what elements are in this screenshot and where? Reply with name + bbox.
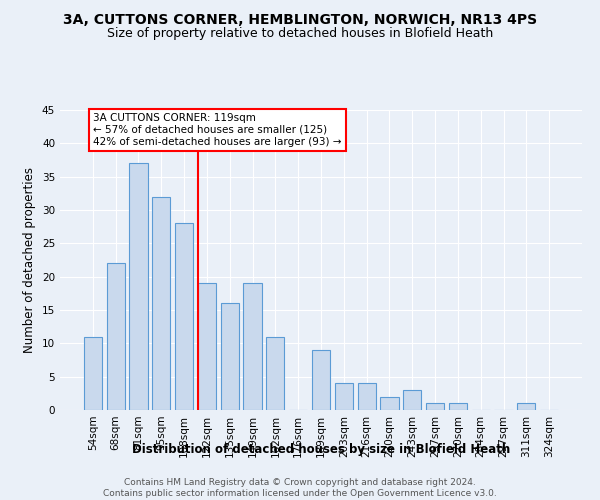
Bar bbox=[175, 224, 193, 410]
Bar bbox=[335, 384, 353, 410]
Text: 3A CUTTONS CORNER: 119sqm
← 57% of detached houses are smaller (125)
42% of semi: 3A CUTTONS CORNER: 119sqm ← 57% of detac… bbox=[93, 114, 341, 146]
Bar bbox=[426, 404, 444, 410]
Bar bbox=[130, 164, 148, 410]
Text: Contains HM Land Registry data © Crown copyright and database right 2024.
Contai: Contains HM Land Registry data © Crown c… bbox=[103, 478, 497, 498]
Y-axis label: Number of detached properties: Number of detached properties bbox=[23, 167, 37, 353]
Bar bbox=[198, 284, 216, 410]
Bar bbox=[107, 264, 125, 410]
Text: Distribution of detached houses by size in Blofield Heath: Distribution of detached houses by size … bbox=[132, 442, 510, 456]
Bar bbox=[517, 404, 535, 410]
Bar bbox=[403, 390, 421, 410]
Bar bbox=[380, 396, 398, 410]
Text: 3A, CUTTONS CORNER, HEMBLINGTON, NORWICH, NR13 4PS: 3A, CUTTONS CORNER, HEMBLINGTON, NORWICH… bbox=[63, 12, 537, 26]
Bar bbox=[152, 196, 170, 410]
Bar bbox=[312, 350, 330, 410]
Text: Size of property relative to detached houses in Blofield Heath: Size of property relative to detached ho… bbox=[107, 28, 493, 40]
Bar bbox=[84, 336, 102, 410]
Bar bbox=[244, 284, 262, 410]
Bar bbox=[358, 384, 376, 410]
Bar bbox=[449, 404, 467, 410]
Bar bbox=[221, 304, 239, 410]
Bar bbox=[266, 336, 284, 410]
